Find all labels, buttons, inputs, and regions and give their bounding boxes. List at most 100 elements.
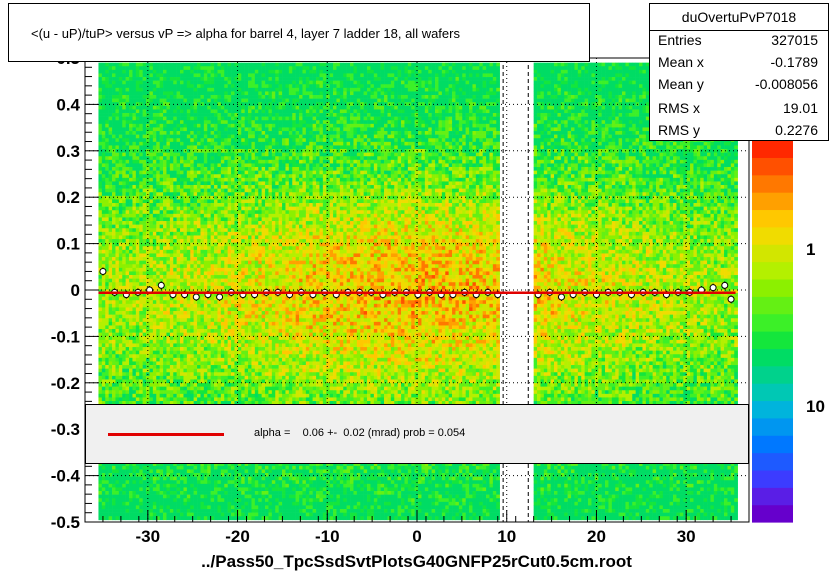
heatmap-cell [183,343,188,348]
heatmap-cell [125,231,130,236]
heatmap-cell [193,314,198,319]
heatmap-cell [180,278,184,283]
heatmap-cell [132,80,137,85]
heatmap-cell [169,325,174,330]
heatmap-cell [163,62,167,67]
heatmap-cell [125,354,130,359]
heatmap-cell [224,138,228,143]
heatmap-cell [176,170,181,175]
heatmap-cell [163,347,167,351]
heatmap-cell [217,336,222,341]
heatmap-cell [166,203,171,207]
heatmap-cell [149,69,154,74]
heatmap-cell [217,181,222,186]
heatmap-cell [122,167,126,171]
heatmap-cell [139,177,143,182]
heatmap-cell [180,300,184,305]
heatmap-cell [132,199,137,204]
heatmap-cell [125,134,130,139]
heatmap-cell [149,296,154,301]
heatmap-cell [186,91,191,96]
heatmap-cell [180,375,184,380]
heatmap-cell [149,386,154,391]
heatmap-cell [149,512,154,517]
heatmap-cell [210,80,215,85]
heatmap-cell [166,264,171,269]
heatmap-cell [135,109,140,114]
heatmap-cell [183,167,188,171]
heatmap-cell [139,123,143,128]
heatmap-cell [156,102,160,107]
heatmap-cell [224,397,228,402]
heatmap-cell [227,303,232,308]
heatmap-cell [163,483,167,488]
heatmap-cell [122,192,126,197]
heatmap-cell [118,177,123,182]
heatmap-cell [112,505,116,510]
heatmap-cell [197,480,201,485]
heatmap-cell [224,386,228,391]
heatmap-cell [166,343,171,348]
heatmap-cell [125,246,130,251]
heatmap-cell [115,491,120,495]
heatmap-cell [169,473,174,477]
heatmap-cell [183,501,188,506]
heatmap-cell [186,246,191,251]
heatmap-cell [101,505,106,510]
heatmap-cell [118,278,123,283]
heatmap-cell [149,379,154,384]
heatmap-cell [112,195,116,200]
heatmap-cell [98,217,103,222]
heatmap-cell [190,167,194,171]
heatmap-cell [217,192,222,197]
heatmap-cell [210,473,215,477]
heatmap-cell [203,87,208,92]
heatmap-cell [122,267,126,272]
heatmap-cell [190,66,194,71]
heatmap-cell [149,465,154,470]
heatmap-cell [139,347,143,351]
heatmap-cell [118,282,123,287]
heatmap-cell [186,116,191,121]
heatmap-cell [180,181,184,186]
heatmap-cell [115,73,120,78]
heatmap-cell [207,325,211,330]
heatmap-cell [159,84,164,89]
heatmap-cell [210,307,215,312]
heatmap-cell [132,357,137,362]
heatmap-cell [176,365,181,369]
heatmap-cell [159,347,164,351]
heatmap-cell [112,260,116,265]
heatmap-cell [152,231,157,236]
heatmap-cell [163,138,167,143]
heatmap-cell [105,239,109,243]
heatmap-cell [207,249,211,254]
heatmap-cell [183,213,188,218]
heatmap-cell [118,141,123,146]
heatmap-cell [118,66,123,71]
heatmap-cell [173,120,177,125]
heatmap-cell [149,239,154,243]
heatmap-cell [176,512,181,517]
heatmap-cell [135,253,140,258]
heatmap-cell [193,80,198,85]
heatmap-cell [149,282,154,287]
heatmap-cell [186,239,191,243]
heatmap-cell [129,69,133,74]
heatmap-cell [180,505,184,510]
heatmap-cell [214,275,218,279]
heatmap-cell [207,181,211,186]
heatmap-cell [163,224,167,229]
heatmap-cell [190,516,194,521]
heatmap-cell [190,123,194,128]
heatmap-cell [169,465,174,470]
heatmap-cell [180,123,184,128]
heatmap-cell [163,480,167,485]
heatmap-cell [203,318,208,323]
heatmap-cell [190,152,194,157]
heatmap-cell [169,217,174,222]
heatmap-cell [166,509,171,513]
heatmap-cell [129,98,133,103]
heatmap-cell [139,271,143,276]
heatmap-cell [217,491,222,495]
